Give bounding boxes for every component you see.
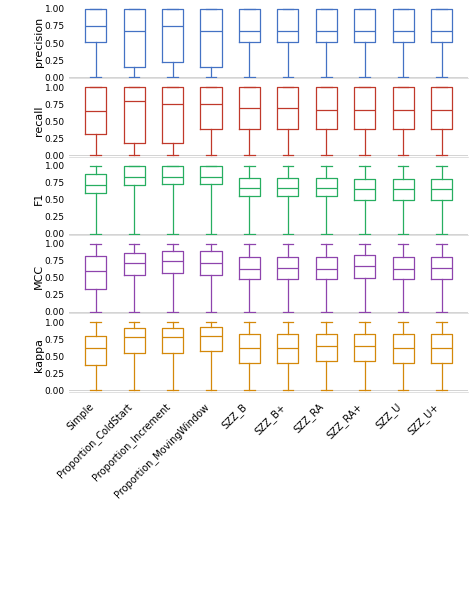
Y-axis label: precision: precision xyxy=(34,17,44,67)
Y-axis label: kappa: kappa xyxy=(34,338,44,372)
Y-axis label: F1: F1 xyxy=(34,192,44,205)
Y-axis label: MCC: MCC xyxy=(34,264,44,289)
Y-axis label: recall: recall xyxy=(34,105,44,136)
